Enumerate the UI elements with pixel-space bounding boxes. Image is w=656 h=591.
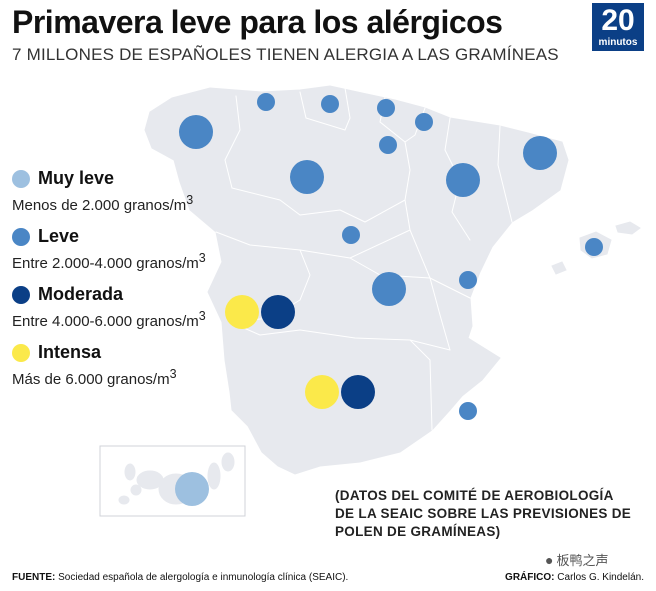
island-menorca (615, 221, 641, 235)
logo-word: minutos (598, 37, 638, 48)
island-la-palma (124, 463, 136, 481)
logo-20minutos: 20 minutos (592, 3, 644, 51)
legend-dot-moderada (12, 285, 30, 304)
marker-badajoz (225, 295, 259, 329)
source-credit: FUENTE: Sociedad española de alergología… (12, 572, 348, 583)
legend-desc-leve: Entre 2.000-4.000 granos/m3 (12, 251, 206, 272)
legend: Muy leve Menos de 2.000 granos/m3 Leve E… (12, 168, 206, 400)
legend-dot-muy-leve (12, 169, 30, 188)
legend-item-muy-leve: Muy leve Menos de 2.000 granos/m3 (12, 168, 206, 226)
legend-item-intensa: Intensa Más de 6.000 granos/m3 (12, 342, 206, 400)
island-ibiza (551, 261, 567, 275)
legend-dot-intensa (12, 343, 30, 362)
legend-label-intensa: Intensa (38, 342, 102, 362)
peninsula-shape (144, 85, 569, 475)
canary-inset-frame (99, 445, 246, 517)
legend-label-leve: Leve (38, 226, 80, 246)
marker-santander (321, 95, 339, 113)
source-text: Sociedad española de alergología e inmun… (58, 572, 349, 583)
credit-label: GRÁFICO: (505, 572, 555, 583)
title: Primavera leve para los alérgicos (12, 4, 503, 40)
legend-desc-muy-leve: Menos de 2.000 granos/m3 (12, 193, 194, 214)
legend-label-muy-leve: Muy leve (38, 168, 115, 188)
legend-item-leve: Leve Entre 2.000-4.000 granos/m3 (12, 226, 206, 284)
data-note: (DATOS DEL COMITÉ DE AEROBIOLOGÍA DE LA … (335, 488, 632, 539)
legend-desc-intensa: Más de 6.000 granos/m3 (12, 367, 177, 388)
marker-sevilla (305, 375, 339, 409)
marker-a-coruna (179, 115, 213, 149)
credit-text: Carlos G. Kindelán. (557, 572, 644, 583)
marker-ciudad-real (372, 272, 406, 306)
source-label: FUENTE: (12, 572, 56, 583)
island-hierro (118, 495, 130, 505)
marker-palma (585, 238, 603, 256)
wechat-icon: ● (545, 552, 554, 568)
legend-label-moderada: Moderada (38, 284, 124, 304)
marker-valencia (459, 271, 477, 289)
marker-pamplona (415, 113, 433, 131)
marker-madrid (342, 226, 360, 244)
logo-number: 20 (601, 4, 635, 37)
island-gomera (130, 484, 142, 496)
marker-canarias (175, 472, 209, 506)
watermark: ● 板鸭之声 (545, 550, 608, 569)
marker-cartagena (459, 402, 477, 420)
legend-item-moderada: Moderada Entre 4.000-6.000 granos/m3 (12, 284, 206, 342)
legend-desc-moderada: Entre 4.000-6.000 granos/m3 (12, 309, 206, 330)
marker-bilbao (377, 99, 395, 117)
marker-merida (261, 295, 295, 329)
legend-dot-leve (12, 227, 30, 246)
watermark-text: 板鸭之声 (556, 553, 609, 568)
marker-logrono (379, 136, 397, 154)
marker-cordoba (341, 375, 375, 409)
marker-oviedo (257, 93, 275, 111)
island-tenerife (136, 470, 164, 490)
graphic-credit: GRÁFICO: Carlos G. Kindelán. (505, 572, 644, 583)
subtitle: 7 MILLONES DE ESPAÑOLES TIENEN ALERGIA A… (12, 45, 559, 64)
island-fuerteventura (207, 462, 221, 490)
island-lanzarote (221, 452, 235, 472)
marker-barcelona (523, 136, 557, 170)
marker-zaragoza (446, 163, 480, 197)
pollen-markers (175, 93, 603, 506)
marker-leon (290, 160, 324, 194)
